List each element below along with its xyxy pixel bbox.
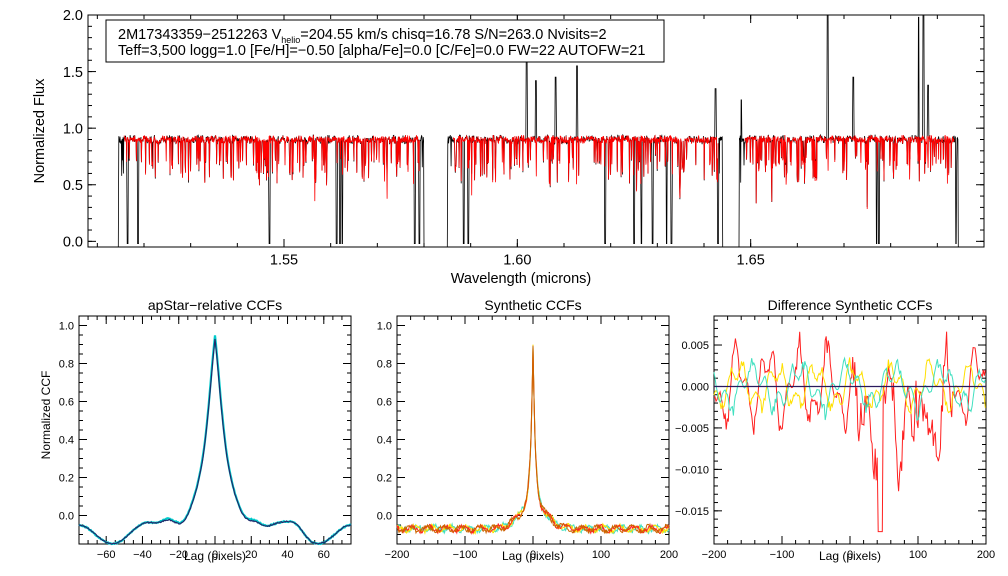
y-tick-label: −0.015: [675, 506, 709, 518]
synthetic-ccf-panel: −200 −100 0 100 200 0.0 0.2 0.4 0.6 0.8 1.0 Synthe…: [377, 297, 678, 563]
spectrum-x-axis-label: Wavelength (microns): [451, 271, 591, 287]
y-tick-label: 1.0: [59, 320, 74, 332]
x-tick-label: −20: [169, 549, 188, 561]
y-tick-label: 1.0: [377, 320, 392, 332]
difference-ccf-x-axis-label: Lag (pixels): [819, 549, 881, 563]
difference-ccf-line-3: [713, 356, 986, 421]
y-tick-label: 0.0: [377, 510, 392, 522]
y-tick-label: 0.6: [377, 396, 392, 408]
vhelio-subscript: helio: [281, 35, 300, 45]
x-tick-label: −200: [702, 549, 727, 561]
apstar-ccf-panel: −60 −40 −20 0 20 40 60 0.0 0.2 0.4 0.6 0.8 1.0 apSta…: [39, 297, 352, 563]
spectrum-axis-ticks: 1.55 1.60 1.65 0.0 0.5 1.0 1.5 2.0: [63, 8, 984, 269]
y-tick-label: 0.2: [377, 472, 392, 484]
y-tick-label: 2.0: [63, 8, 83, 24]
info-line-1: 2M17343359−2512263 Vhelio=204.55 km/s ch…: [118, 27, 607, 45]
y-tick-label: 1.0: [63, 121, 83, 137]
x-tick-label: 1.65: [737, 253, 765, 269]
ccf-series-line-2: [78, 338, 352, 545]
apstar-ccf-y-axis-label: Normalized CCF: [39, 371, 53, 460]
difference-ccf-line-2: [713, 357, 986, 415]
x-tick-label: −40: [133, 549, 152, 561]
apstar-ccf-axis-ticks: −60 −40 −20 0 20 40 60 0.0 0.2 0.4 0.6 0.8 1.0: [59, 316, 352, 561]
spectrum-traces: [117, 14, 959, 248]
x-tick-label: −100: [770, 549, 795, 561]
x-tick-label: 1.55: [270, 253, 298, 269]
difference-ccf-axis-ticks: −200 −100 0 100 200 −0.015 −0.010 −0.005 0.000 0.…: [675, 316, 995, 561]
y-tick-label: 0.6: [59, 396, 74, 408]
synthetic-ccf-line-4: [397, 345, 670, 535]
difference-ccf-traces: [713, 331, 986, 533]
y-tick-label: 1.5: [63, 65, 83, 81]
x-tick-label: 0: [530, 549, 536, 561]
x-tick-label: 20: [245, 549, 257, 561]
x-tick-label: 0: [847, 549, 853, 561]
y-tick-label: 0.2: [59, 472, 74, 484]
x-tick-label: −60: [97, 549, 116, 561]
apstar-ccf-title: apStar−relative CCFs: [148, 297, 282, 313]
difference-ccf-line-1: [713, 331, 986, 533]
spectrum-panel: 1.55 1.60 1.65 0.0 0.5 1.0 1.5 2.0 2M17343359−2…: [32, 8, 985, 287]
x-tick-label: 100: [592, 549, 610, 561]
x-tick-label: 100: [909, 549, 927, 561]
y-tick-label: 0.0: [59, 510, 74, 522]
x-tick-label: −100: [453, 549, 478, 561]
vhelio-symbol: V: [272, 27, 282, 43]
x-tick-label: 60: [318, 549, 330, 561]
x-tick-label: 0: [212, 549, 218, 561]
star-id: 2M17343359−2512263: [118, 27, 268, 43]
y-tick-label: 0.5: [63, 178, 83, 194]
info-line-2: Teff=3,500 logg=1.0 [Fe/H]=−0.50 [alpha/…: [118, 43, 645, 59]
spectrum-y-axis-label: Normalized Flux: [32, 78, 48, 183]
synthetic-ccf-line-2: [396, 344, 670, 535]
y-tick-label: −0.005: [675, 423, 709, 435]
apstar-ccf-x-axis-label: Lag (pixels): [184, 549, 246, 563]
synthetic-ccf-traces: [396, 344, 670, 535]
y-tick-label: 0.8: [59, 358, 74, 370]
y-tick-label: 0.4: [59, 434, 74, 446]
apstar-ccf-traces: [78, 335, 352, 546]
apstar-ccf-plot-frame: [78, 315, 352, 545]
info-box: [105, 19, 665, 63]
fit-statistics: =204.55 km/s chisq=16.78 S/N=263.0 Nvisi…: [300, 27, 606, 43]
x-tick-label: 200: [977, 549, 995, 561]
x-tick-label: 200: [660, 549, 678, 561]
model-spectrum-line: [123, 134, 955, 210]
synthetic-ccf-axis-ticks: −200 −100 0 100 200 0.0 0.2 0.4 0.6 0.8 1.0: [377, 316, 678, 561]
y-tick-label: −0.010: [675, 464, 709, 476]
spectrum-plot-frame: [87, 14, 985, 248]
y-tick-label: 0.000: [681, 381, 709, 393]
difference-ccf-panel: −200 −100 0 100 200 −0.015 −0.010 −0.005 0.000 0.…: [675, 297, 995, 563]
x-tick-label: −200: [385, 549, 410, 561]
synthetic-ccf-line-3: [396, 346, 670, 535]
y-tick-label: 0.005: [681, 340, 709, 352]
ccf-series-line-1: [78, 335, 352, 546]
synthetic-ccf-title: Synthetic CCFs: [484, 297, 581, 313]
y-tick-label: 0.4: [377, 434, 392, 446]
synthetic-ccf-x-axis-label: Lag (pixels): [502, 549, 564, 563]
y-tick-label: 0.0: [63, 235, 83, 251]
y-tick-label: 0.8: [377, 358, 392, 370]
x-tick-label: 40: [281, 549, 293, 561]
x-tick-label: 1.60: [503, 253, 531, 269]
difference-ccf-title: Difference Synthetic CCFs: [768, 297, 933, 313]
